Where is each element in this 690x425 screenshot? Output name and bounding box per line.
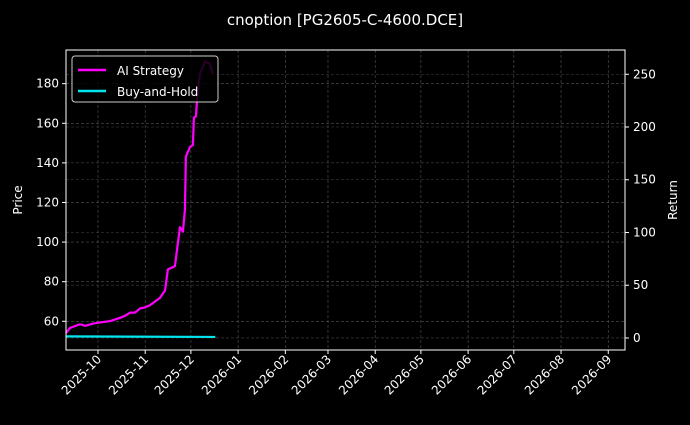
- legend-label-buy-and-hold: Buy-and-Hold: [117, 85, 198, 99]
- y2-tick-label: 200: [633, 120, 656, 134]
- x-tick-label: 2026-09: [569, 352, 614, 397]
- y-tick-label: 60: [44, 314, 59, 328]
- x-tick-label: 2026-05: [382, 352, 427, 397]
- y-axis-left: 60 80 100 120 140 160 180: [36, 77, 66, 328]
- y2-tick-label: 150: [633, 173, 656, 187]
- x-tick-label: 2026-02: [246, 352, 291, 397]
- x-tick-label: 2025-11: [106, 352, 151, 397]
- plot-frame: [65, 49, 626, 351]
- y-tick-label: 140: [36, 156, 59, 170]
- y2-tick-label: 50: [633, 278, 648, 292]
- y-tick-label: 100: [36, 235, 59, 249]
- legend: AI Strategy Buy-and-Hold: [71, 55, 219, 103]
- x-tick-label: 2025-12: [152, 352, 197, 397]
- series-line-ai-strategy: [65, 60, 214, 334]
- y2-axis-label: Return: [666, 180, 680, 220]
- y-tick-label: 80: [44, 275, 59, 289]
- y2-tick-label: 100: [633, 225, 656, 239]
- grid: [66, 50, 625, 350]
- x-tick-label: 2026-08: [522, 352, 567, 397]
- chart-title: cnoption [PG2605-C-4600.DCE]: [227, 11, 463, 29]
- y-tick-label: 120: [36, 195, 59, 209]
- y-axis-label: Price: [11, 185, 25, 214]
- x-tick-label: 2026-01: [199, 352, 244, 397]
- y2-tick-label: 250: [633, 67, 656, 81]
- x-tick-label: 2026-03: [289, 352, 334, 397]
- legend-label-ai-strategy: AI Strategy: [117, 64, 184, 78]
- x-tick-label: 2026-06: [429, 352, 474, 397]
- x-tick-label: 2026-07: [475, 352, 520, 397]
- x-tick-label: 2026-04: [336, 352, 381, 397]
- x-tick-label: 2025-10: [59, 352, 104, 397]
- y-axis-right: 0 50 100 150 200 250: [625, 67, 656, 345]
- y2-tick-label: 0: [633, 331, 641, 345]
- y-tick-label: 180: [36, 77, 59, 91]
- x-axis: 2025-10 2025-11 2025-12 2026-01 2026-022026-…: [59, 350, 614, 398]
- series-group: [65, 60, 216, 339]
- series-line-buy-and-hold: [65, 335, 216, 339]
- y-tick-label: 160: [36, 116, 59, 130]
